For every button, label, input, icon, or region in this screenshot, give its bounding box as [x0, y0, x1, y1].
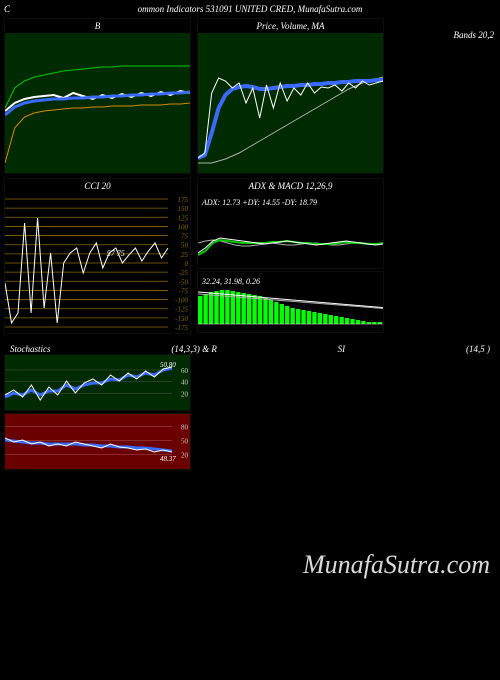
adx-panel: ADX & MACD 12,26,9 ADX: 12.73 +DY: 14.55…	[197, 178, 384, 269]
svg-text:80: 80	[181, 424, 189, 432]
svg-text:25: 25	[181, 251, 189, 259]
svg-text:50: 50	[181, 438, 189, 446]
price-ma-title: Price, Volume, MA	[198, 19, 383, 33]
rsi-chart: 20 50 80 48.37	[5, 414, 190, 469]
svg-text:-75: -75	[179, 287, 189, 295]
svg-text:60: 60	[181, 367, 189, 375]
adx-chart: ADX: 12.73 +DY: 14.55 -DY: 18.79	[198, 193, 383, 268]
stoch-panel: 20 40 60 50.80	[4, 354, 191, 411]
svg-text:50: 50	[181, 242, 189, 250]
adx-title: ADX & MACD 12,26,9	[198, 179, 383, 193]
price-ma-chart	[198, 33, 383, 173]
svg-text:20: 20	[181, 452, 189, 460]
rsi-panel: 20 50 80 48.37	[4, 413, 191, 470]
stoch-title-left: Stochastics	[10, 344, 51, 354]
svg-text:-25: -25	[179, 269, 189, 277]
bollinger-title: B	[5, 19, 190, 33]
svg-text:-100: -100	[175, 297, 188, 305]
cci-title: CCI 20	[5, 179, 190, 193]
svg-text:-175: -175	[175, 324, 188, 332]
row-3: 20 40 60 50.80 20 50 80 48.37	[0, 354, 500, 470]
page-header: C ommon Indicators 531091 UNITED CRED, M…	[0, 0, 500, 18]
price-ma-panel: Price, Volume, MA	[197, 18, 384, 174]
svg-text:0: 0	[185, 260, 189, 268]
watermark: MunafaSutra.com	[303, 550, 490, 580]
svg-text:-150: -150	[175, 315, 188, 323]
svg-text:48.37: 48.37	[160, 455, 176, 463]
svg-text:175: 175	[178, 196, 189, 204]
svg-text:-50: -50	[179, 278, 189, 286]
bollinger-panel: B	[4, 18, 191, 174]
bollinger-chart	[5, 33, 190, 173]
svg-text:ADX: 12.73 +DY: 14.55 -DY: 18.: ADX: 12.73 +DY: 14.55 -DY: 18.79	[201, 198, 317, 207]
macd-panel: 32.24, 31.98, 0.26	[197, 271, 384, 333]
svg-text:75: 75	[181, 233, 189, 241]
svg-text:32.24, 31.98, 0.26: 32.24, 31.98, 0.26	[201, 277, 260, 286]
header-left: C	[4, 4, 10, 14]
cci-chart: 175150125100 7550250-25-50-75 -100-125-150…	[5, 193, 190, 333]
svg-text:150: 150	[178, 205, 189, 213]
row-2: CCI 20 1751501251007550250-25-50-75-100-…	[0, 178, 500, 334]
adx-macd-stack: ADX & MACD 12,26,9 ADX: 12.73 +DY: 14.55…	[197, 178, 384, 334]
header-center: ommon Indicators 531091 UNITED CRED, Mun…	[138, 4, 363, 14]
svg-text:50.80: 50.80	[160, 361, 176, 369]
bands-label: Bands 20,2	[454, 30, 495, 40]
stoch-title-right: (14,5 )	[466, 344, 490, 354]
stoch-title-row: Stochastics (14,3,3) & R SI (14,5 )	[0, 344, 500, 354]
macd-chart: 32.24, 31.98, 0.26	[198, 272, 383, 332]
svg-text:100: 100	[178, 223, 189, 231]
row-1: B Price, Volume, MA	[0, 18, 500, 174]
svg-text:40: 40	[181, 379, 189, 387]
stoch-chart: 20 40 60 50.80	[5, 355, 190, 410]
svg-text:125: 125	[178, 214, 189, 222]
svg-text:-125: -125	[175, 306, 188, 314]
stoch-title-si: SI	[338, 344, 346, 354]
svg-text:20: 20	[181, 390, 189, 398]
stoch-title-mid: (14,3,3) & R	[171, 344, 217, 354]
cci-panel: CCI 20 1751501251007550250-25-50-75-100-…	[4, 178, 191, 334]
